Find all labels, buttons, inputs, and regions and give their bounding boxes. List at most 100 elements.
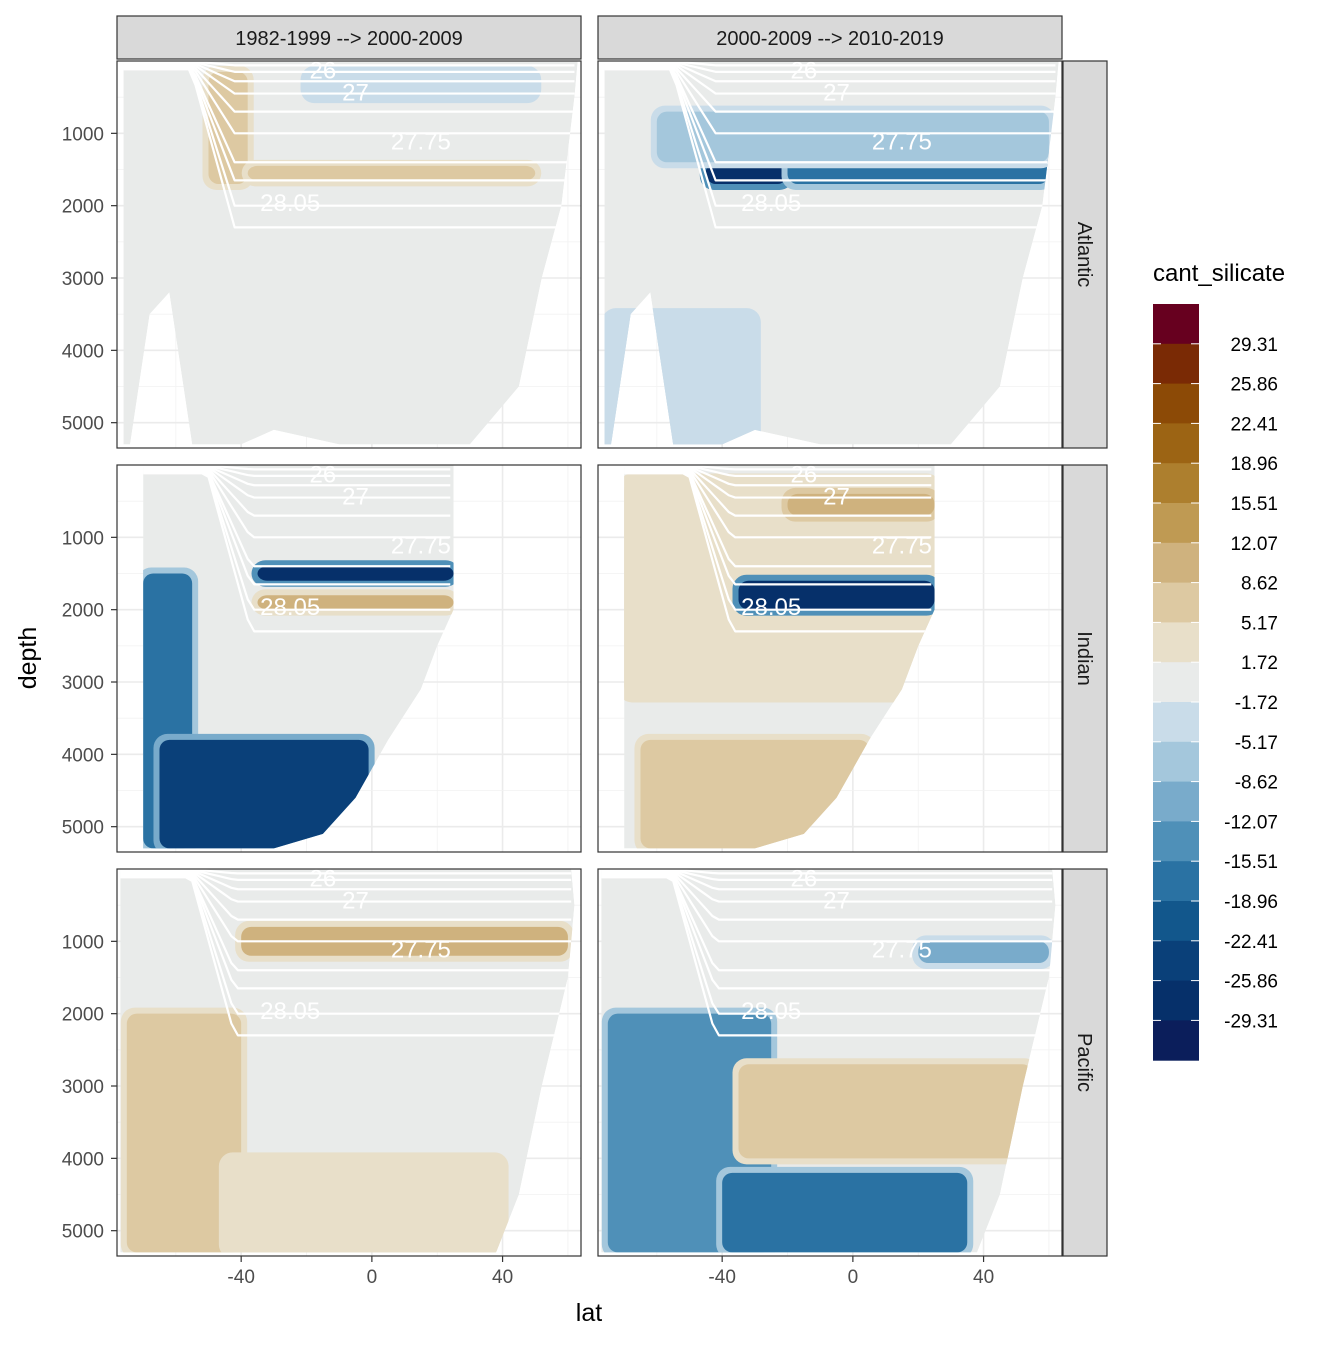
y-tick-label: 4000 xyxy=(62,745,104,766)
y-tick-label: 5000 xyxy=(62,1222,104,1243)
y-tick-label: 3000 xyxy=(62,269,104,290)
strips-group: 1982-1999 --> 2000-2009 2000-2009 --> 201… xyxy=(116,15,1108,1257)
isopycnal-label: 27 xyxy=(342,483,369,510)
anomaly-core xyxy=(306,71,536,98)
legend-break-label: 25.86 xyxy=(1230,375,1278,396)
legend-break-label: -8.62 xyxy=(1235,773,1278,794)
legend-break-label: 18.96 xyxy=(1230,454,1278,475)
strip-label: Atlantic xyxy=(1073,222,1095,288)
isopycnal-line xyxy=(624,472,932,633)
legend-break-label: -5.17 xyxy=(1235,733,1278,754)
anomaly-core xyxy=(656,111,1049,163)
anomaly-core xyxy=(738,580,935,610)
row-strip: Indian xyxy=(1062,464,1108,853)
legend-break-label: -18.96 xyxy=(1224,892,1278,913)
isopycnal-line xyxy=(120,869,572,891)
x-tick-label: 0 xyxy=(367,1267,378,1288)
column-strip: 2000-2009 --> 2010-2019 xyxy=(597,15,1063,60)
isopycnal-line xyxy=(604,67,1056,207)
isopycnal-line xyxy=(120,869,572,881)
legend-break-label: 22.41 xyxy=(1230,414,1278,435)
legend-swatch xyxy=(1153,1020,1199,1061)
legend-swatch xyxy=(1153,702,1199,743)
strip-background xyxy=(116,15,582,60)
legend-swatch xyxy=(1153,542,1199,584)
y-tick-label: 1000 xyxy=(62,932,104,953)
legend-swatch xyxy=(1153,781,1199,822)
legend-swatch xyxy=(1153,503,1199,544)
y-tick-label: 2000 xyxy=(62,1005,104,1026)
isopycnal-line xyxy=(143,467,451,539)
isopycnal-line xyxy=(120,876,572,1037)
isopycnal-label: 27 xyxy=(342,79,369,106)
anomaly-core xyxy=(159,739,369,849)
isopycnal-line xyxy=(120,870,572,921)
legend-break-label: -25.86 xyxy=(1224,972,1278,993)
legend-swatch xyxy=(1153,304,1199,345)
y-tick-label: 2000 xyxy=(62,197,104,218)
legend-swatch xyxy=(1153,980,1199,1021)
isopycnal-line xyxy=(601,869,1053,881)
legend-swatch xyxy=(1153,343,1199,385)
legend-swatch xyxy=(1153,901,1199,942)
isopycnal-line xyxy=(624,467,932,539)
isopycnal-label: 27.75 xyxy=(391,533,451,560)
legend-swatch xyxy=(1153,741,1199,783)
isopycnal-line xyxy=(123,61,575,95)
isopycnal-line xyxy=(123,61,575,67)
isopycnal-line xyxy=(604,61,1056,73)
y-tick-label: 1000 xyxy=(62,124,104,145)
panel-border xyxy=(116,464,582,853)
legend-title: cant_silicate xyxy=(1153,260,1285,287)
x-tick-label: 40 xyxy=(492,1267,513,1288)
isopycnal-label: 26 xyxy=(310,58,337,85)
y-tick-label: 1000 xyxy=(62,528,104,549)
legend-break-label: 5.17 xyxy=(1241,613,1278,634)
legend-break-label: -1.72 xyxy=(1235,693,1278,714)
anomaly-core xyxy=(738,1064,1033,1159)
legend-break-label: -12.07 xyxy=(1224,812,1278,833)
strip-background xyxy=(1062,868,1108,1257)
legend-swatch xyxy=(1153,463,1199,504)
panel-border xyxy=(116,60,582,449)
x-axis-title: lat xyxy=(576,1299,602,1327)
isopycnal-line xyxy=(143,469,451,586)
legend-break-label: 15.51 xyxy=(1230,494,1278,515)
panel-border xyxy=(597,60,1063,449)
isopycnal-line xyxy=(123,63,575,135)
isopycnal-line xyxy=(143,472,451,633)
isopycnal-line xyxy=(601,871,1053,943)
isopycnal-line xyxy=(123,68,575,229)
isopycnal-label: 27 xyxy=(823,483,850,510)
legend-break-label: 12.07 xyxy=(1230,534,1278,555)
isopycnal-line xyxy=(604,61,1056,67)
isopycnal-line xyxy=(123,64,575,164)
isopycnal-line xyxy=(604,68,1056,229)
isopycnal-line xyxy=(604,61,1056,95)
isopycnal-line xyxy=(604,64,1056,164)
legend: cant_silicate 29.31 25.86 22.41 18.96 15.51 1… xyxy=(1153,260,1285,1061)
isopycnal-line xyxy=(604,65,1056,182)
anomaly-core xyxy=(126,1013,242,1253)
anomaly-core xyxy=(640,739,870,849)
legend-break-label: -15.51 xyxy=(1224,852,1278,873)
isopycnal-line xyxy=(123,67,575,207)
isopycnal-label: 26 xyxy=(310,866,337,893)
anomaly-core xyxy=(918,941,1049,964)
strip-background xyxy=(1062,464,1108,853)
anomaly-core xyxy=(787,493,935,516)
isopycnal-label: 26 xyxy=(791,866,818,893)
isopycnal-line xyxy=(604,61,1056,83)
isopycnal-line xyxy=(123,65,575,182)
y-tick-label: 2000 xyxy=(62,601,104,622)
isopycnal-line xyxy=(604,63,1056,135)
y-tick-label: 5000 xyxy=(62,414,104,435)
column-strip: 1982-1999 --> 2000-2009 xyxy=(116,15,582,60)
